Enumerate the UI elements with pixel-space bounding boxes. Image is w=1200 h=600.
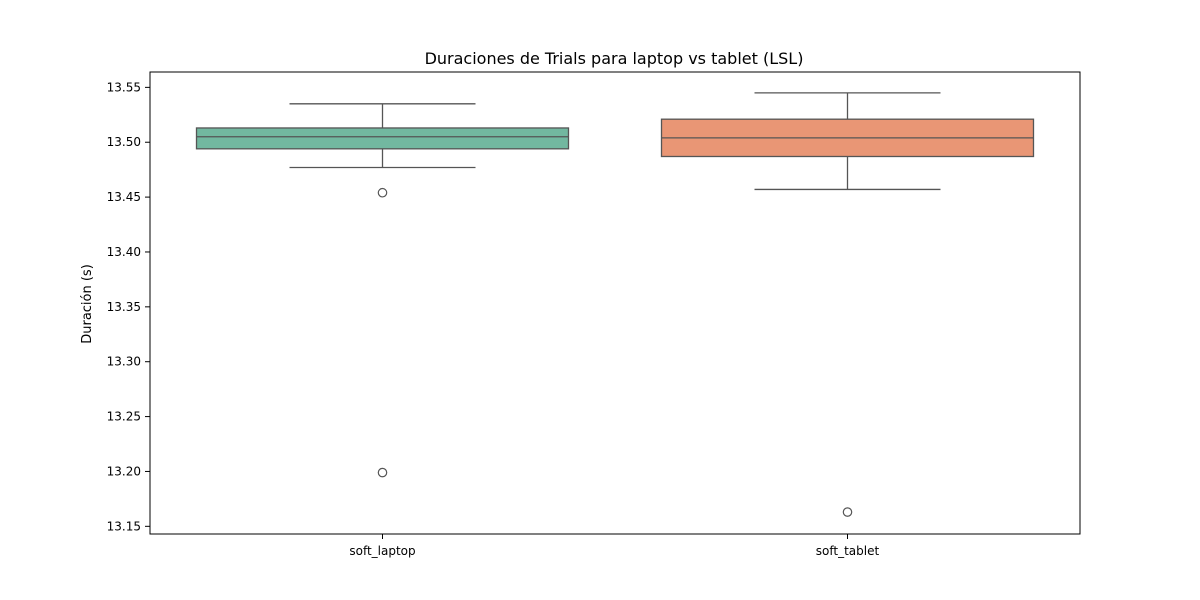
outlier-point [377,467,388,478]
y-tick-label: 13.55 [107,80,141,94]
x-tick-label: soft_laptop [349,544,415,558]
y-tick-label: 13.25 [107,410,141,424]
plot-frame [149,71,1081,535]
y-axis: 13.15 13.20 13.25 13.30 13.35 13.40 13.45 13.50… [107,80,150,533]
y-tick-label: 13.35 [107,300,141,314]
y-axis-label: Duración (s) [80,264,95,344]
outlier-point [377,187,388,198]
box-group-soft_tablet [660,92,1035,517]
outlier-point [842,507,853,517]
box-group-soft_laptop [195,103,570,478]
x-axis: soft_laptop soft_tablet [349,534,879,558]
y-tick-label: 13.50 [107,135,141,149]
y-tick-label: 13.45 [107,190,141,204]
y-tick-label: 13.15 [107,519,141,533]
y-tick-label: 13.40 [107,245,141,259]
y-tick-label: 13.20 [107,464,141,478]
chart-title: Duraciones de Trials para laptop vs tabl… [425,49,804,68]
x-tick-label: soft_tablet [816,544,880,558]
box-soft_laptop [195,127,570,150]
y-tick-label: 13.30 [107,355,141,369]
boxes-layer [195,92,1035,517]
